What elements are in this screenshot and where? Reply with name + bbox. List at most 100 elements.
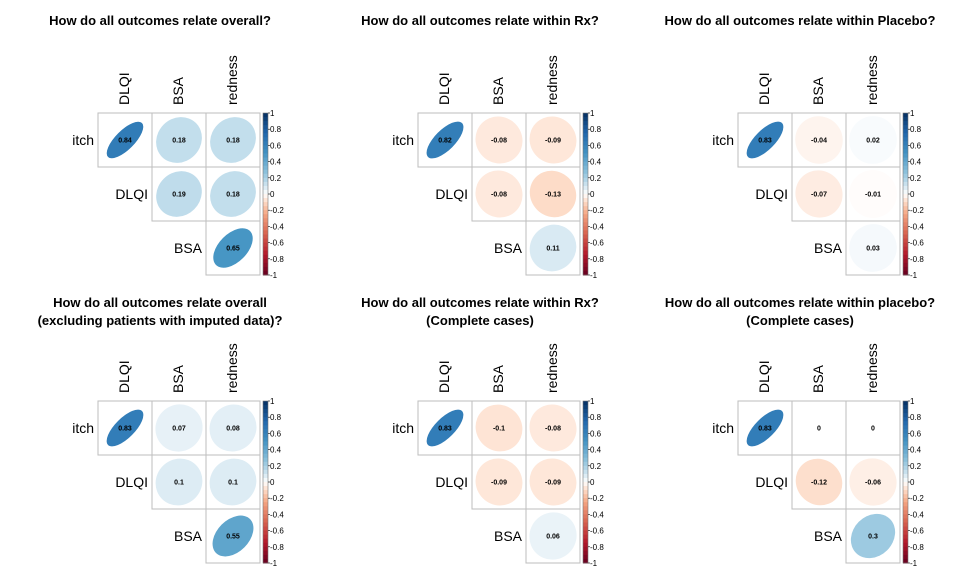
corr-value-label: -0.09	[545, 480, 561, 487]
corr-value-label: -0.07	[811, 192, 827, 199]
corrplot-panel-within-placebo-complete: How do all outcomes relate within placeb…	[640, 288, 960, 581]
corr-cell: 0.83	[97, 400, 153, 456]
corrplot-panel-overall-excluding-imputed: How do all outcomes relate overall (exclu…	[0, 288, 320, 581]
corr-cell: 0.19	[151, 166, 207, 222]
corr-value-label: 0.83	[118, 426, 132, 433]
col-label-redness: redness	[864, 55, 880, 105]
row-label-bsa: BSA	[494, 528, 523, 544]
corr-ellipse	[795, 404, 843, 452]
corr-value-label: 0.65	[226, 246, 240, 253]
corr-value-label: -0.08	[491, 138, 507, 145]
corr-cell: -0.09	[471, 454, 527, 510]
corr-ellipse	[106, 121, 144, 159]
row-label-bsa: BSA	[494, 240, 523, 256]
colorbar-tick-label: 0.4	[270, 446, 282, 455]
corr-ellipse	[795, 170, 843, 218]
corr-ellipse	[795, 458, 843, 506]
colorbar-tick-label: -0.4	[270, 222, 284, 231]
colorbar: 1 0.8 0.6 0.4 0.2 0 -0.2 -0.4 -0.6 -0.8 -1	[902, 397, 924, 568]
corr-ellipse	[849, 458, 897, 506]
col-label-redness: redness	[544, 55, 560, 105]
colorbar-tick-label: -0.8	[590, 255, 604, 264]
col-label-dlqi: DLQI	[436, 72, 452, 105]
corrplot-panel-within-rx-complete: How do all outcomes relate within Rx? (Co…	[320, 288, 640, 581]
chart-title: How do all outcomes relate within Placeb…	[665, 13, 936, 28]
colorbar: 1 0.8 0.6 0.4 0.2 0 -0.2 -0.4 -0.6 -0.8 -1	[902, 109, 924, 280]
colorbar-tick-label: 0.2	[910, 462, 922, 471]
corr-ellipse	[213, 228, 253, 268]
chart-subtitle: (excluding patients with imputed data)?	[38, 313, 283, 328]
corr-ellipse	[529, 512, 577, 560]
corr-cell: 0.08	[205, 400, 261, 456]
corrplot-svg: How do all outcomes relate within placeb…	[665, 295, 935, 568]
corrplot-panel-within-placebo: How do all outcomes relate within Placeb…	[640, 0, 960, 293]
row-label-bsa: BSA	[814, 240, 843, 256]
corr-value-label: 0.18	[226, 192, 240, 199]
colorbar-tick-label: 0.8	[270, 125, 282, 134]
colorbar-tick-label: 0.4	[590, 158, 602, 167]
corr-cell: 0.18	[151, 112, 207, 168]
corr-value-label: 0.84	[118, 138, 132, 145]
chart-subtitle: (Complete cases)	[426, 313, 534, 328]
colorbar-tick-label: 0.6	[590, 141, 602, 150]
col-label-bsa: BSA	[810, 76, 826, 105]
corr-value-label: 0.1	[174, 480, 184, 487]
col-label-dlqi: DLQI	[436, 360, 452, 393]
corr-value-label: -0.1	[493, 426, 505, 433]
corr-cell: 0.55	[205, 508, 261, 564]
corr-ellipse	[475, 404, 523, 452]
col-label-redness: redness	[224, 343, 240, 393]
corr-value-label: 0.06	[546, 534, 560, 541]
colorbar-tick-label: 0.2	[590, 462, 602, 471]
corr-cell: 0.82	[417, 112, 473, 168]
colorbar-tick-label: 0	[270, 478, 275, 487]
corr-cell: -0.08	[471, 166, 527, 222]
colorbar-tick-label: 0.2	[590, 174, 602, 183]
corr-value-label: 0.19	[172, 192, 186, 199]
corr-ellipse	[746, 409, 784, 447]
colorbar-tick-label: -0.6	[910, 239, 924, 248]
colorbar-tick-label: 0.8	[910, 413, 922, 422]
corr-cell: 0	[791, 400, 847, 456]
colorbar-tick-label: 1	[270, 109, 275, 118]
col-label-dlqi: DLQI	[756, 360, 772, 393]
col-label-dlqi: DLQI	[116, 72, 132, 105]
corr-cell: 0.84	[97, 112, 153, 168]
colorbar-tick-label: 1	[590, 397, 595, 406]
colorbar-tick-label: 0	[590, 478, 595, 487]
row-label-dlqi: DLQI	[115, 186, 148, 202]
corr-ellipse	[212, 515, 254, 557]
chart-title: How do all outcomes relate overall	[53, 295, 267, 310]
corr-value-label: -0.06	[865, 480, 881, 487]
corr-ellipse	[106, 409, 144, 447]
corr-cell: 0.3	[845, 508, 901, 564]
corr-ellipse	[849, 170, 897, 218]
col-label-bsa: BSA	[810, 364, 826, 393]
colorbar-tick-label: -1	[270, 559, 278, 568]
colorbar-tick-label: 0.6	[910, 141, 922, 150]
row-label-dlqi: DLQI	[755, 186, 788, 202]
corr-cell: -0.01	[845, 166, 901, 222]
corr-value-label: -0.08	[491, 192, 507, 199]
corr-ellipse	[849, 404, 897, 452]
corr-value-label: 0.83	[758, 426, 772, 433]
colorbar-tick-label: 1	[270, 397, 275, 406]
corr-value-label: 0.03	[866, 246, 880, 253]
corr-ellipse	[209, 458, 257, 506]
chart-subtitle: (Complete cases)	[746, 313, 854, 328]
row-label-itch: itch	[392, 420, 414, 436]
corr-ellipse	[529, 458, 577, 506]
colorbar-tick-label: -0.2	[590, 494, 604, 503]
row-label-bsa: BSA	[174, 240, 203, 256]
corrplot-panel-within-rx: How do all outcomes relate within Rx? DLQ…	[320, 0, 640, 293]
corr-ellipse	[426, 121, 464, 159]
col-label-dlqi: DLQI	[756, 72, 772, 105]
colorbar-tick-label: -0.6	[590, 527, 604, 536]
corr-value-label: 0.83	[438, 426, 452, 433]
colorbar-tick-label: -0.4	[910, 510, 924, 519]
corr-ellipse	[849, 116, 897, 164]
corrplot-svg: How do all outcomes relate overall (exclu…	[38, 295, 285, 568]
chart-title: How do all outcomes relate within placeb…	[665, 295, 935, 310]
colorbar-tick-label: -0.2	[910, 494, 924, 503]
col-label-dlqi: DLQI	[116, 360, 132, 393]
